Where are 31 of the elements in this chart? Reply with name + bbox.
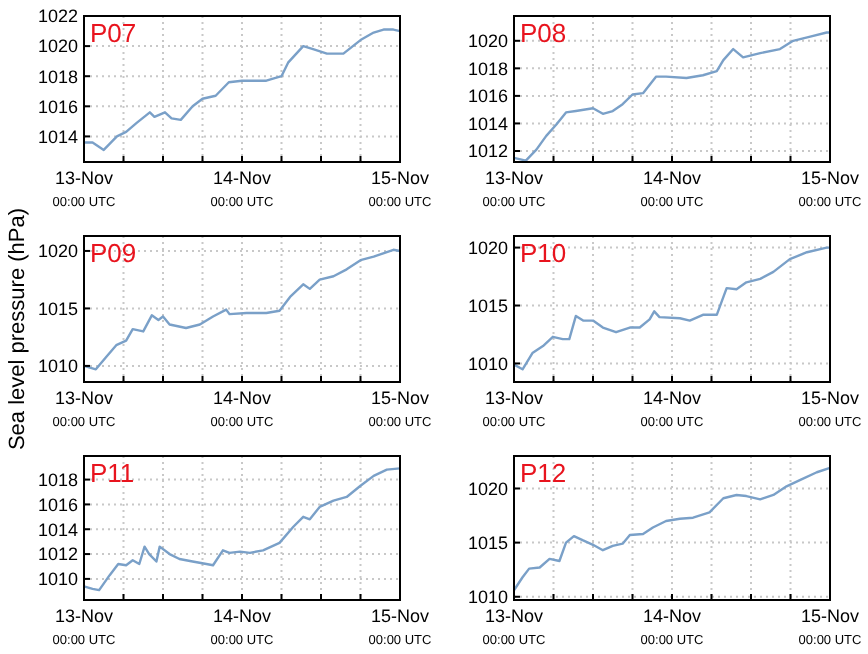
y-tick-label: 1015 <box>467 295 508 316</box>
y-tick-label: 1016 <box>37 494 78 515</box>
y-tick-label: 1012 <box>37 544 78 565</box>
y-tick-label: 1020 <box>37 36 78 57</box>
y-tick-label: 1010 <box>37 569 78 590</box>
y-axis-title: Sea level pressure (hPa) <box>6 207 30 451</box>
chart-title: P09 <box>90 238 137 268</box>
y-tick-label: 1016 <box>37 96 78 117</box>
y-tick-label: 1018 <box>467 58 508 79</box>
y-tick-label: 1018 <box>37 66 78 87</box>
y-tick-label: 1022 <box>37 6 78 27</box>
y-tick-label: 1015 <box>467 532 508 553</box>
y-tick-label: 1014 <box>467 113 508 134</box>
y-tick-label: 1010 <box>467 353 508 374</box>
y-tick-label: 1012 <box>467 141 508 162</box>
y-tick-label: 1020 <box>467 31 508 52</box>
chart-title: P12 <box>520 458 567 488</box>
y-tick-label: 1010 <box>467 587 508 608</box>
y-tick-label: 1014 <box>37 126 78 147</box>
y-tick-label: 1010 <box>37 356 78 377</box>
y-tick-label: 1015 <box>37 298 78 319</box>
y-tick-label: 1020 <box>467 478 508 499</box>
y-tick-label: 1020 <box>467 237 508 258</box>
y-tick-label: 1016 <box>467 86 508 107</box>
chart-title: P11 <box>90 458 135 488</box>
y-tick-label: 1018 <box>37 469 78 490</box>
y-tick-label: 1020 <box>37 241 78 262</box>
y-tick-label: 1014 <box>37 519 78 540</box>
chart-title: P08 <box>520 18 567 48</box>
chart-title: P07 <box>90 18 137 48</box>
chart-title: P10 <box>520 238 567 268</box>
